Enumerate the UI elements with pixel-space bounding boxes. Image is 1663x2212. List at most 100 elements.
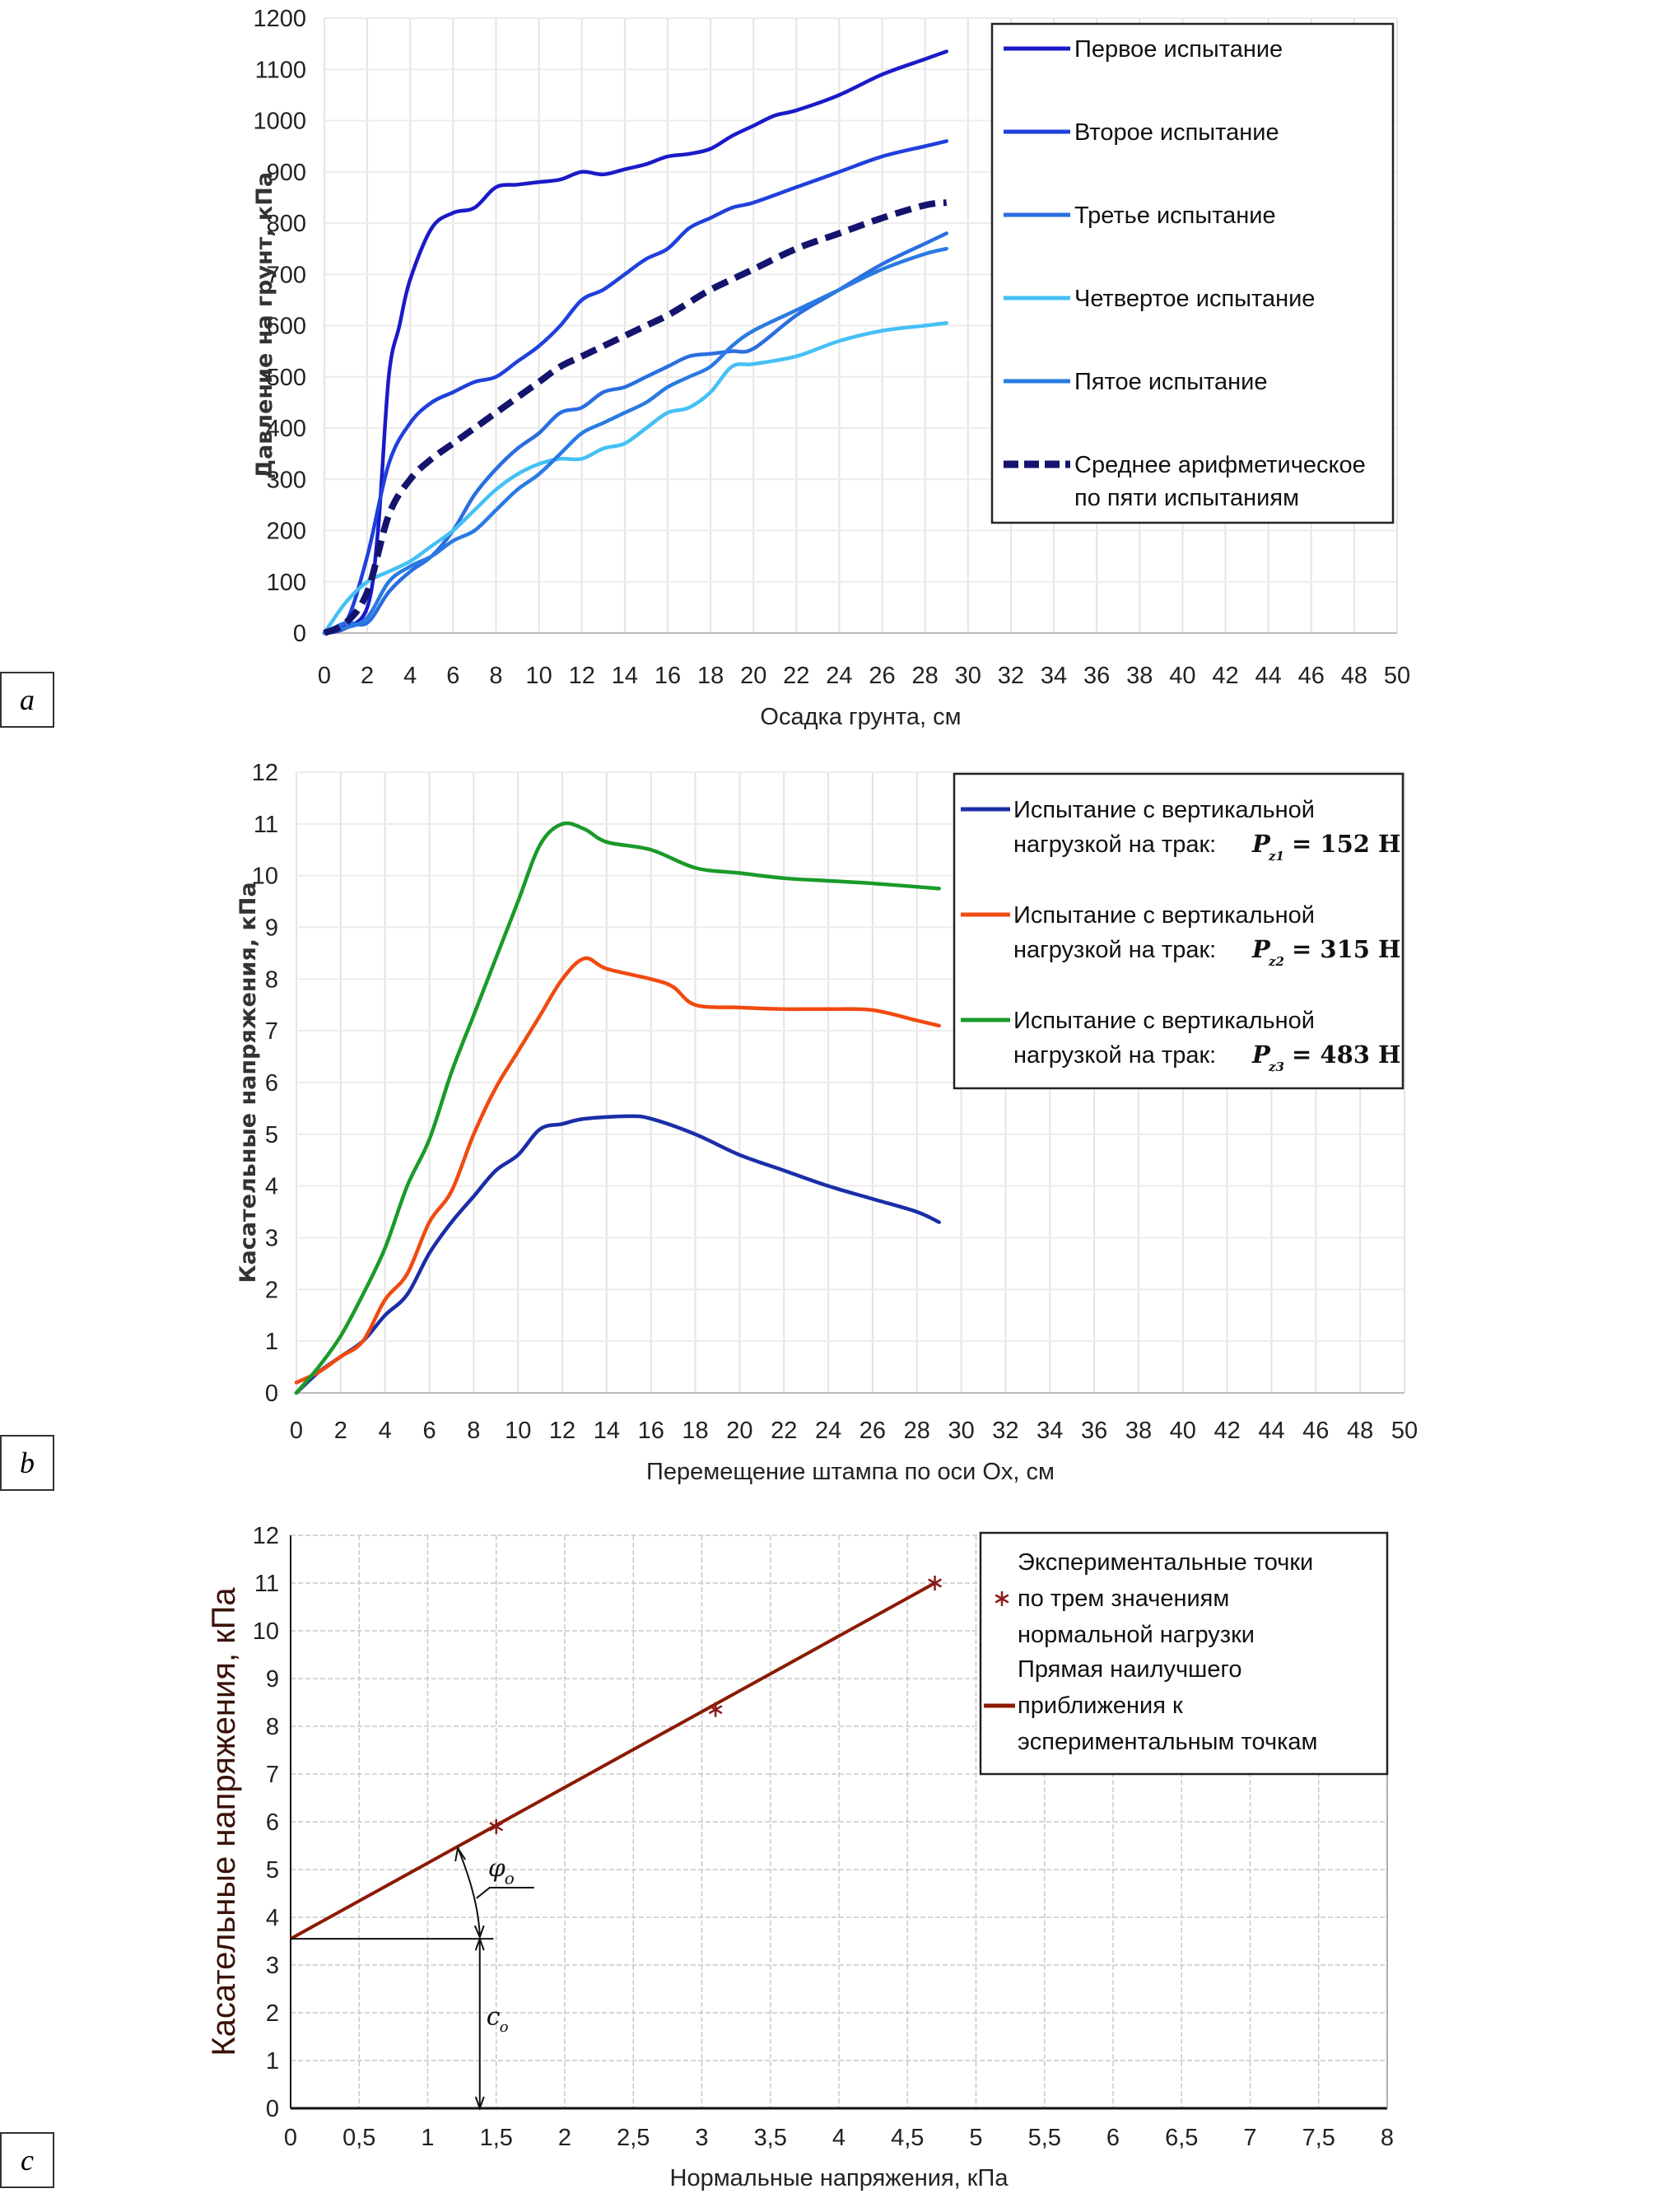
x-tick-label: 50 (1391, 1418, 1418, 1444)
y-tick-label: 3 (265, 1226, 278, 1252)
legend-label: по пяти испытаниям (1074, 485, 1299, 511)
legend-subscript: z3 (1268, 1059, 1284, 1074)
y-tick-label: 6 (266, 1809, 279, 1836)
x-tick-label: 10 (525, 663, 552, 689)
y-tick-label: 7 (266, 1762, 279, 1788)
legend-box (979, 1531, 1389, 1776)
legend-label: Второе испытание (1074, 119, 1279, 146)
y-tick-label: 1200 (253, 6, 306, 32)
y-tick-label: 11 (254, 1571, 279, 1597)
x-tick-label: 30 (948, 1418, 974, 1444)
legend-label: эспериментальным точкам (1018, 1729, 1317, 1755)
legend-box (953, 772, 1404, 1090)
x-tick-label: 28 (904, 1418, 930, 1444)
legend-label: нагрузкой на трак: (1013, 937, 1216, 963)
legend-label: Пятое испытание (1074, 369, 1268, 395)
y-tick-label: 8 (266, 1714, 279, 1740)
legend-label: Испытание с вертикальной (1013, 902, 1315, 929)
legend-subscript: z1 (1268, 849, 1284, 864)
legend-asterisk-icon (995, 1591, 1009, 1606)
x-tick-label: 40 (1170, 1418, 1196, 1444)
x-tick-label: 36 (1083, 663, 1110, 689)
legend-label: по трем значениям (1018, 1586, 1229, 1612)
x-tick-label: 36 (1081, 1418, 1107, 1444)
x-tick-label: 32 (998, 663, 1024, 689)
legend-load: = 483 Н (1292, 1041, 1400, 1069)
legend-label: приближения к (1018, 1693, 1183, 1719)
x-tick-label: 24 (826, 663, 852, 689)
y-tick-label: 300 (267, 467, 306, 493)
y-tick-label: 6 (265, 1070, 278, 1097)
y-tick-label: 600 (267, 314, 306, 340)
fit-line (290, 1581, 936, 1940)
series-line-2 (294, 956, 941, 1385)
x-tick-label: 1,5 (480, 2125, 513, 2151)
x-tick-label: 3,5 (754, 2125, 787, 2151)
series-line-4 (322, 321, 948, 636)
x-tick-label: 24 (815, 1418, 841, 1444)
y-axis-title: Давление на грунт, кПа (252, 172, 277, 479)
x-tick-label: 3 (695, 2125, 708, 2151)
x-tick-label: 44 (1255, 663, 1282, 689)
x-tick-label: 16 (638, 1418, 664, 1444)
x-tick-label: 22 (783, 663, 809, 689)
y-tick-label: 500 (267, 365, 306, 391)
y-tick-label: 1 (265, 1329, 278, 1355)
x-axis-title: Нормальные напряжения, кПа (670, 2165, 1009, 2191)
x-tick-label: 0,5 (342, 2125, 375, 2151)
x-tick-label: 12 (549, 1418, 575, 1444)
x-axis-title: Осадка грунта, см (760, 704, 961, 730)
legend-load: = 152 Н (1292, 830, 1400, 858)
x-tick-label: 2 (558, 2125, 571, 2151)
x-tick-label: 5,5 (1028, 2125, 1061, 2151)
x-tick-label: 34 (1036, 1418, 1063, 1444)
x-tick-label: 28 (912, 663, 939, 689)
y-tick-label: 700 (267, 262, 306, 288)
x-tick-label: 22 (771, 1418, 797, 1444)
x-tick-label: 46 (1302, 1418, 1329, 1444)
x-tick-label: 46 (1298, 663, 1325, 689)
x-tick-label: 0 (318, 663, 331, 689)
x-tick-label: 20 (740, 663, 766, 689)
x-tick-label: 2 (361, 663, 374, 689)
legend-symbol: P (1251, 935, 1271, 963)
x-tick-label: 4 (403, 663, 417, 689)
x-tick-label: 4,5 (891, 2125, 924, 2151)
legend-label: нагрузкой на трак: (1013, 831, 1216, 858)
y-axis-title: Касательные напряжения, кПа (235, 882, 261, 1283)
y-tick-label: 900 (267, 160, 306, 186)
legend-box (990, 22, 1395, 524)
data-point-3 (928, 1576, 942, 1590)
series-line-2 (322, 139, 948, 636)
legend-label: Четвертое испытание (1074, 286, 1315, 312)
x-tick-label: 8 (467, 1418, 480, 1444)
angle-label: φ (488, 1855, 505, 1884)
x-tick-label: 14 (612, 663, 638, 689)
y-tick-label: 3 (266, 1953, 279, 1979)
legend-load: = 315 Н (1292, 935, 1400, 963)
series-line-3 (294, 821, 941, 1395)
angle-arc (457, 1847, 481, 1936)
series-line-5 (322, 246, 948, 636)
series-line-1 (322, 49, 948, 636)
x-tick-label: 14 (594, 1418, 620, 1444)
x-tick-label: 26 (869, 663, 895, 689)
legend-subscript: z2 (1268, 954, 1284, 969)
y-tick-label: 12 (253, 1523, 279, 1549)
y-axis-title: Касательные напряжения, кПа (206, 1587, 242, 2056)
chart-a (322, 17, 1398, 636)
x-tick-label: 38 (1125, 1418, 1152, 1444)
x-tick-label: 8 (489, 663, 502, 689)
y-tick-label: 1000 (253, 109, 306, 135)
y-tick-label: 5 (266, 1857, 279, 1884)
chart-b (294, 771, 1405, 1395)
x-tick-label: 34 (1041, 663, 1067, 689)
asterisk-marker (489, 1822, 504, 1832)
legend-label: Третье испытание (1074, 203, 1276, 229)
y-tick-label: 0 (265, 1381, 278, 1407)
x-tick-label: 8 (1381, 2125, 1394, 2151)
legend-label: Испытание с вертикальной (1013, 1008, 1315, 1034)
y-tick-label: 9 (266, 1666, 279, 1693)
x-tick-label: 44 (1258, 1418, 1284, 1444)
